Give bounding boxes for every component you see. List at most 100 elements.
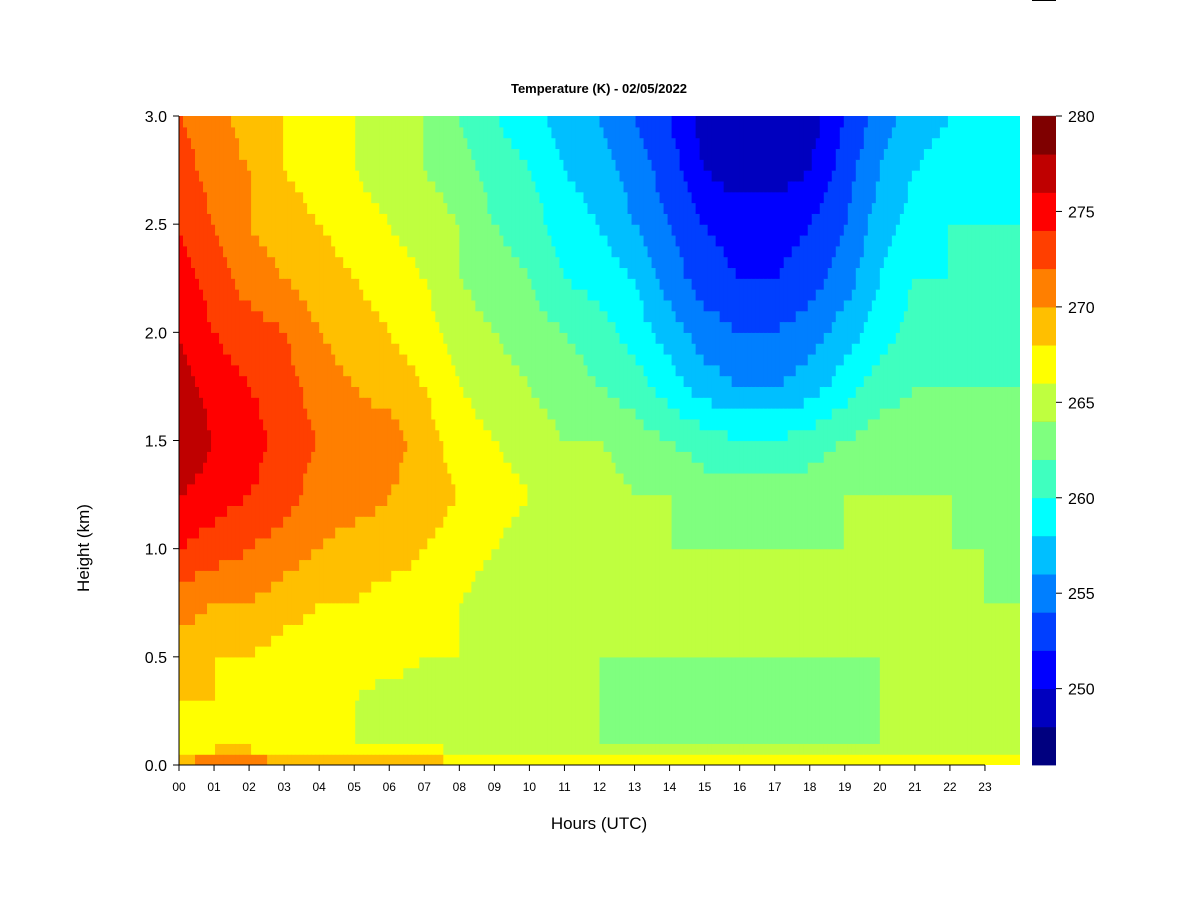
heatmap-cell: [295, 754, 300, 765]
heatmap-cell: [391, 483, 396, 571]
heatmap-cell: [555, 429, 561, 755]
x-tick-label: 19: [838, 780, 852, 794]
heatmap-cell: [195, 116, 200, 171]
heatmap-cell: [391, 570, 396, 680]
heatmap-cell: [375, 202, 380, 312]
heatmap-cell: [783, 440, 789, 474]
heatmap-cell: [951, 754, 957, 765]
x-tick-label: 16: [733, 780, 747, 794]
heatmap-cell: [891, 754, 897, 765]
heatmap-cell: [803, 656, 809, 744]
heatmap-cell: [723, 256, 729, 323]
heatmap-cell: [323, 754, 328, 765]
heatmap-cell: [275, 321, 280, 528]
heatmap-cell: [291, 624, 296, 755]
heatmap-cell: [915, 170, 921, 279]
heatmap-cell: [823, 451, 829, 550]
heatmap-cell: [327, 754, 332, 765]
heatmap-cell: [775, 548, 781, 658]
heatmap-cell: [895, 332, 901, 409]
heatmap-cell: [379, 743, 384, 755]
heatmap-cell: [603, 310, 609, 388]
heatmap-cell: [743, 656, 749, 744]
heatmap-cell: [519, 505, 524, 755]
heatmap-cell: [959, 754, 965, 765]
heatmap-cell: [875, 743, 881, 755]
heatmap-cell: [395, 570, 400, 680]
heatmap-cell: [659, 743, 665, 755]
heatmap-cell: [335, 256, 340, 366]
heatmap-cell: [307, 310, 312, 420]
heatmap-cell: [747, 548, 753, 658]
heatmap-cell: [439, 527, 444, 658]
heatmap-cell: [743, 408, 749, 442]
heatmap-cell: [299, 386, 304, 496]
heatmap-cell: [835, 656, 841, 744]
heatmap-cell: [619, 116, 625, 182]
heatmap-cell: [459, 278, 464, 388]
heatmap-cell: [207, 570, 212, 604]
heatmap-cell: [559, 267, 565, 333]
heatmap-cell: [859, 494, 865, 658]
heatmap-cell: [883, 148, 889, 258]
heatmap-cell: [627, 483, 633, 658]
heatmap-cell: [439, 743, 444, 755]
heatmap-cell: [923, 148, 929, 279]
heatmap-cell: [799, 364, 805, 409]
heatmap-cell: [583, 202, 589, 290]
heatmap-cell: [775, 754, 781, 765]
heatmap-cell: [787, 408, 793, 431]
heatmap-cell: [899, 754, 905, 765]
heatmap-cell: [655, 191, 661, 279]
y-tick-label: 0.0: [145, 758, 167, 775]
heatmap-cell: [851, 743, 857, 755]
heatmap-cell: [659, 397, 665, 442]
heatmap-cell: [835, 364, 841, 409]
heatmap-cell: [847, 440, 853, 496]
heatmap-cell: [859, 429, 865, 496]
heatmap-cell: [867, 418, 873, 496]
heatmap-cell: [579, 754, 585, 765]
heatmap-cell: [859, 116, 865, 150]
heatmap-cell: [295, 289, 300, 377]
heatmap-cell: [995, 602, 1001, 755]
heatmap-cell: [799, 429, 805, 474]
heatmap-cell: [851, 289, 857, 344]
heatmap-cell: [715, 656, 721, 744]
heatmap-cell: [1003, 754, 1009, 765]
heatmap-cell: [299, 191, 304, 301]
heatmap-cell: [623, 267, 629, 344]
x-tick-label: 13: [628, 780, 642, 794]
heatmap-cell: [527, 278, 533, 388]
heatmap-cell: [651, 754, 657, 765]
heatmap-cell: [927, 754, 933, 765]
heatmap-cell: [555, 116, 561, 150]
heatmap-cell: [399, 429, 404, 463]
heatmap-cell: [855, 494, 861, 658]
heatmap-cell: [911, 494, 917, 755]
heatmap-cell: [287, 624, 292, 755]
heatmap-cell: [623, 483, 629, 658]
heatmap-cell: [519, 483, 524, 506]
heatmap-cell: [319, 548, 324, 604]
heatmap-cell: [207, 451, 212, 528]
heatmap-cell: [487, 321, 492, 431]
heatmap-cell: [943, 126, 949, 279]
heatmap-cell: [815, 743, 821, 755]
heatmap-cell: [739, 440, 745, 474]
heatmap-cell: [899, 494, 905, 755]
heatmap-cell: [375, 505, 380, 582]
heatmap-cell: [863, 494, 869, 658]
heatmap-cell: [179, 116, 184, 236]
heatmap-cell: [711, 472, 717, 550]
heatmap-cell: [535, 191, 541, 301]
heatmap-cell: [799, 472, 805, 550]
heatmap-cell: [383, 678, 388, 744]
heatmap-cell: [479, 570, 484, 755]
heatmap-cell: [675, 451, 681, 550]
heatmap-cell: [679, 321, 685, 377]
heatmap-cell: [319, 332, 324, 550]
heatmap-cell: [223, 559, 228, 604]
heatmap-cell: [523, 159, 529, 269]
